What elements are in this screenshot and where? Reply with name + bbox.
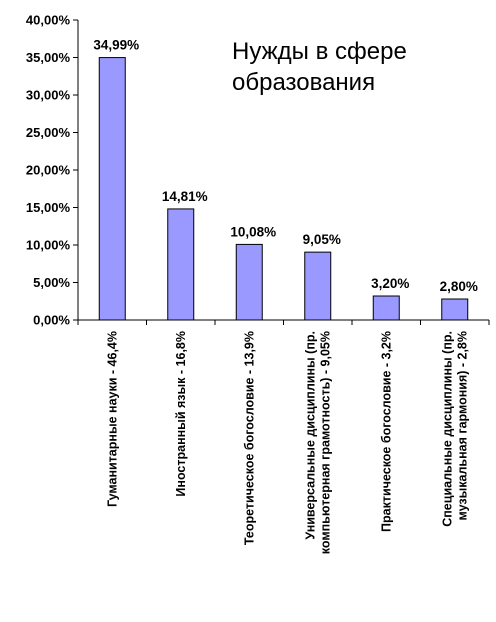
y-tick-label: 25,00% [26,125,71,140]
category-label: Иностранный язык - 16,8% [174,331,188,497]
category-label: Гуманитарные науки - 46,4% [105,331,119,507]
bar [235,243,263,321]
data-label: 34,99% [93,38,139,53]
y-tick-label: 35,00% [26,50,71,65]
data-label: 2,80% [440,279,478,294]
y-tick-label: 30,00% [26,88,71,103]
category-label: Специальные дисциплины (пр. [440,331,454,527]
y-tick-label: 10,00% [26,238,71,253]
y-tick-label: 0,00% [33,313,70,328]
y-tick-label: 40,00% [26,13,71,28]
chart-title: Нужды в сфере [232,38,407,65]
category-label: Практическое богословие - 3,2% [379,331,393,532]
data-label: 10,08% [230,224,276,239]
data-label: 9,05% [303,232,341,247]
bar [441,298,469,321]
chart-title: образования [232,69,375,96]
y-tick-label: 20,00% [26,163,71,178]
data-label: 3,20% [371,276,409,291]
bar [98,57,126,321]
y-tick-label: 15,00% [26,200,71,215]
bar [304,251,332,321]
y-tick-label: 5,00% [33,275,70,290]
category-label: музыкальная гармония) - 2,8% [455,331,469,521]
bar [372,295,400,321]
data-label: 14,81% [162,189,208,204]
category-label: Универсальные дисциплины (пр. [303,331,317,540]
bar [167,208,195,321]
category-label: Теоретическое богословие - 13,9% [242,331,256,545]
category-label: компьютерная грамотность) - 9,05% [318,331,332,554]
